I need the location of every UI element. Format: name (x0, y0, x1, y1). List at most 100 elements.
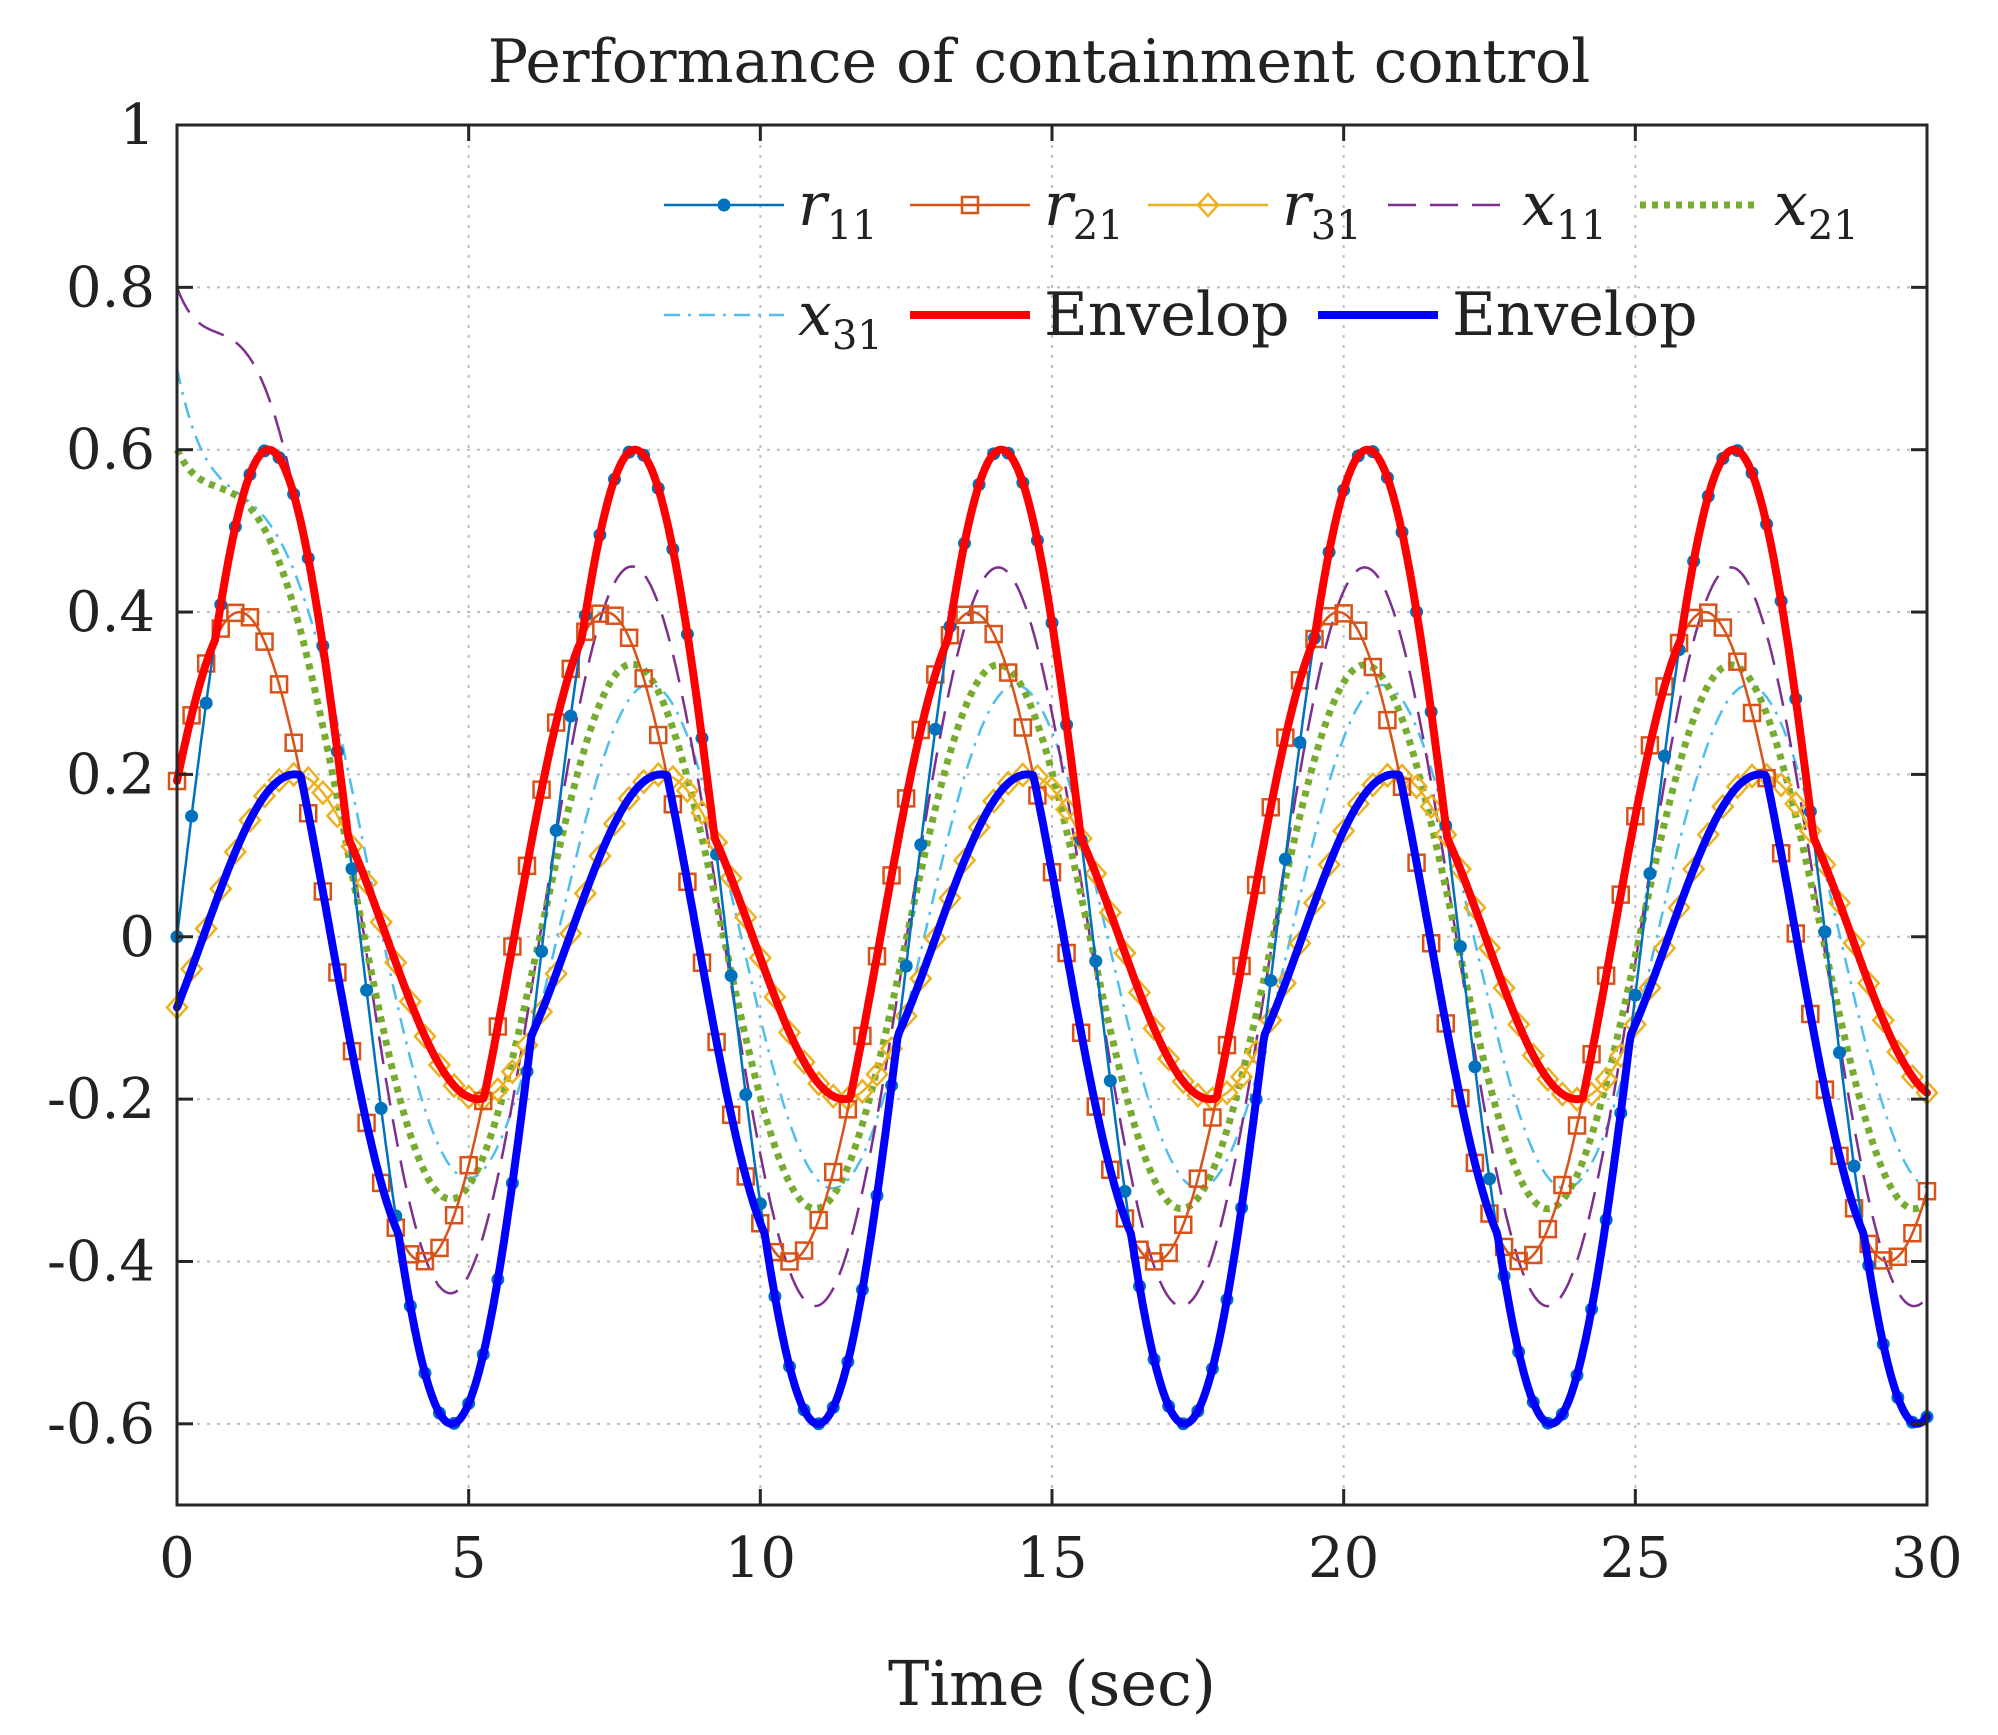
series-line-envelop-upper (173, 445, 1931, 1104)
marker-r31 (1434, 821, 1458, 848)
marker-r31 (1448, 856, 1473, 882)
marker-r21 (1509, 1251, 1528, 1271)
marker-r21 (284, 733, 303, 753)
marker-r31 (1798, 818, 1823, 844)
legend-item: r31 (1148, 170, 1362, 249)
marker-r31 (1813, 851, 1837, 878)
x-tick-label: 20 (1308, 1526, 1379, 1591)
marker-r31 (952, 847, 977, 874)
x-tick-label: 15 (1016, 1526, 1087, 1591)
marker-r11 (1468, 1060, 1482, 1074)
marker-r21 (634, 669, 653, 688)
marker-r21 (1203, 1108, 1222, 1127)
marker-r21 (1742, 703, 1762, 723)
legend-label: r11 (798, 170, 878, 249)
marker-r31 (792, 1049, 816, 1075)
marker-r21 (1334, 604, 1353, 623)
marker-r11 (374, 1101, 388, 1115)
marker-r21 (1378, 710, 1397, 730)
marker-r21 (226, 603, 245, 623)
plot-area (165, 123, 1939, 1507)
marker-r11 (1453, 940, 1467, 954)
marker-r21 (1553, 1175, 1572, 1195)
marker-r11 (899, 959, 913, 973)
x-tick-label: 5 (451, 1526, 487, 1591)
marker-r21 (255, 632, 274, 651)
marker-r31 (1156, 1045, 1181, 1072)
series-line-x11 (175, 286, 1928, 1308)
marker-r21 (1188, 1169, 1208, 1188)
legend-label: Envelop (1452, 280, 1698, 350)
marker-r31 (1696, 821, 1720, 848)
marker-r21 (955, 605, 974, 625)
marker-r11 (914, 838, 928, 852)
legend-label: x31 (798, 280, 883, 359)
marker-r11 (535, 944, 549, 958)
y-tick-label: 0 (119, 905, 155, 970)
legend-item: x21 (1640, 170, 1859, 249)
marker-r21 (649, 725, 668, 745)
marker-r21 (1713, 618, 1733, 637)
tick-labels: 0 5 10 15 20 25 30 -0.6 -0.4 -0.2 0 0.2 0.4 0.6 0.8 1 (47, 93, 1963, 1591)
marker-r31 (238, 807, 262, 834)
marker-r11 (345, 862, 359, 876)
legend-label: x21 (1774, 170, 1859, 249)
marker-r31 (398, 988, 423, 1015)
marker-r31 (1623, 1011, 1648, 1038)
marker-r21 (984, 624, 1003, 644)
marker-r21 (1174, 1215, 1193, 1234)
marker-r31 (1594, 1066, 1618, 1093)
marker-r21 (605, 606, 624, 625)
marker-r21 (1903, 1223, 1922, 1243)
y-tick-label: 0.8 (66, 255, 155, 320)
series-line-envelop-lower (173, 770, 1931, 1428)
marker-r11 (1103, 1074, 1117, 1088)
y-tick-label: 0.4 (66, 580, 155, 645)
marker-r11 (564, 709, 578, 723)
legend-item: x31 (664, 280, 883, 359)
series-layer (165, 286, 1939, 1431)
marker-r11 (1833, 1046, 1846, 1060)
marker-r31 (675, 777, 700, 804)
marker-r21 (824, 1162, 843, 1182)
legend-label: r31 (1282, 170, 1362, 249)
marker-r11 (928, 722, 942, 736)
marker-r21 (780, 1252, 799, 1271)
y-tick-label: 1 (119, 93, 155, 158)
marker-r31 (1521, 1042, 1545, 1069)
marker-r11 (1293, 736, 1307, 750)
x-tick-label: 30 (1891, 1526, 1962, 1591)
marker-r31 (311, 779, 335, 806)
marker-r31 (1871, 1007, 1895, 1034)
marker-r21 (1874, 1251, 1893, 1270)
marker-r21 (415, 1251, 435, 1271)
series-line-x21 (173, 448, 1930, 1213)
marker-r11 (1818, 925, 1832, 939)
marker-r11 (549, 823, 563, 837)
legend-label: x11 (1522, 170, 1607, 249)
legend-marker (960, 195, 980, 215)
marker-r11 (1118, 1184, 1132, 1198)
marker-r11 (724, 969, 738, 983)
marker-r21 (619, 628, 639, 647)
legend: r11 r21 r31 x11 x21 x31 Envelop Envelop (664, 170, 1859, 359)
y-tick-label: -0.4 (47, 1229, 155, 1294)
marker-r31 (967, 814, 991, 841)
marker-r11 (1847, 1159, 1861, 1173)
marker-r31 (602, 810, 627, 837)
x-tick-label: 25 (1600, 1526, 1671, 1591)
y-tick-label: 0.2 (66, 742, 155, 807)
marker-r31 (1419, 793, 1443, 820)
x-tick-label: 0 (159, 1526, 195, 1591)
marker-r31 (777, 1019, 802, 1046)
marker-r11 (1643, 867, 1657, 881)
x-tick-label: 10 (725, 1526, 796, 1591)
marker-r21 (794, 1241, 814, 1260)
marker-r21 (1888, 1247, 1908, 1267)
x-axis-label: Time (sec) (888, 1647, 1216, 1720)
marker-r11 (1089, 954, 1103, 968)
marker-r21 (1567, 1116, 1587, 1135)
marker-r21 (240, 608, 260, 627)
legend-item: x11 (1388, 170, 1607, 249)
marker-r11 (1264, 974, 1278, 988)
